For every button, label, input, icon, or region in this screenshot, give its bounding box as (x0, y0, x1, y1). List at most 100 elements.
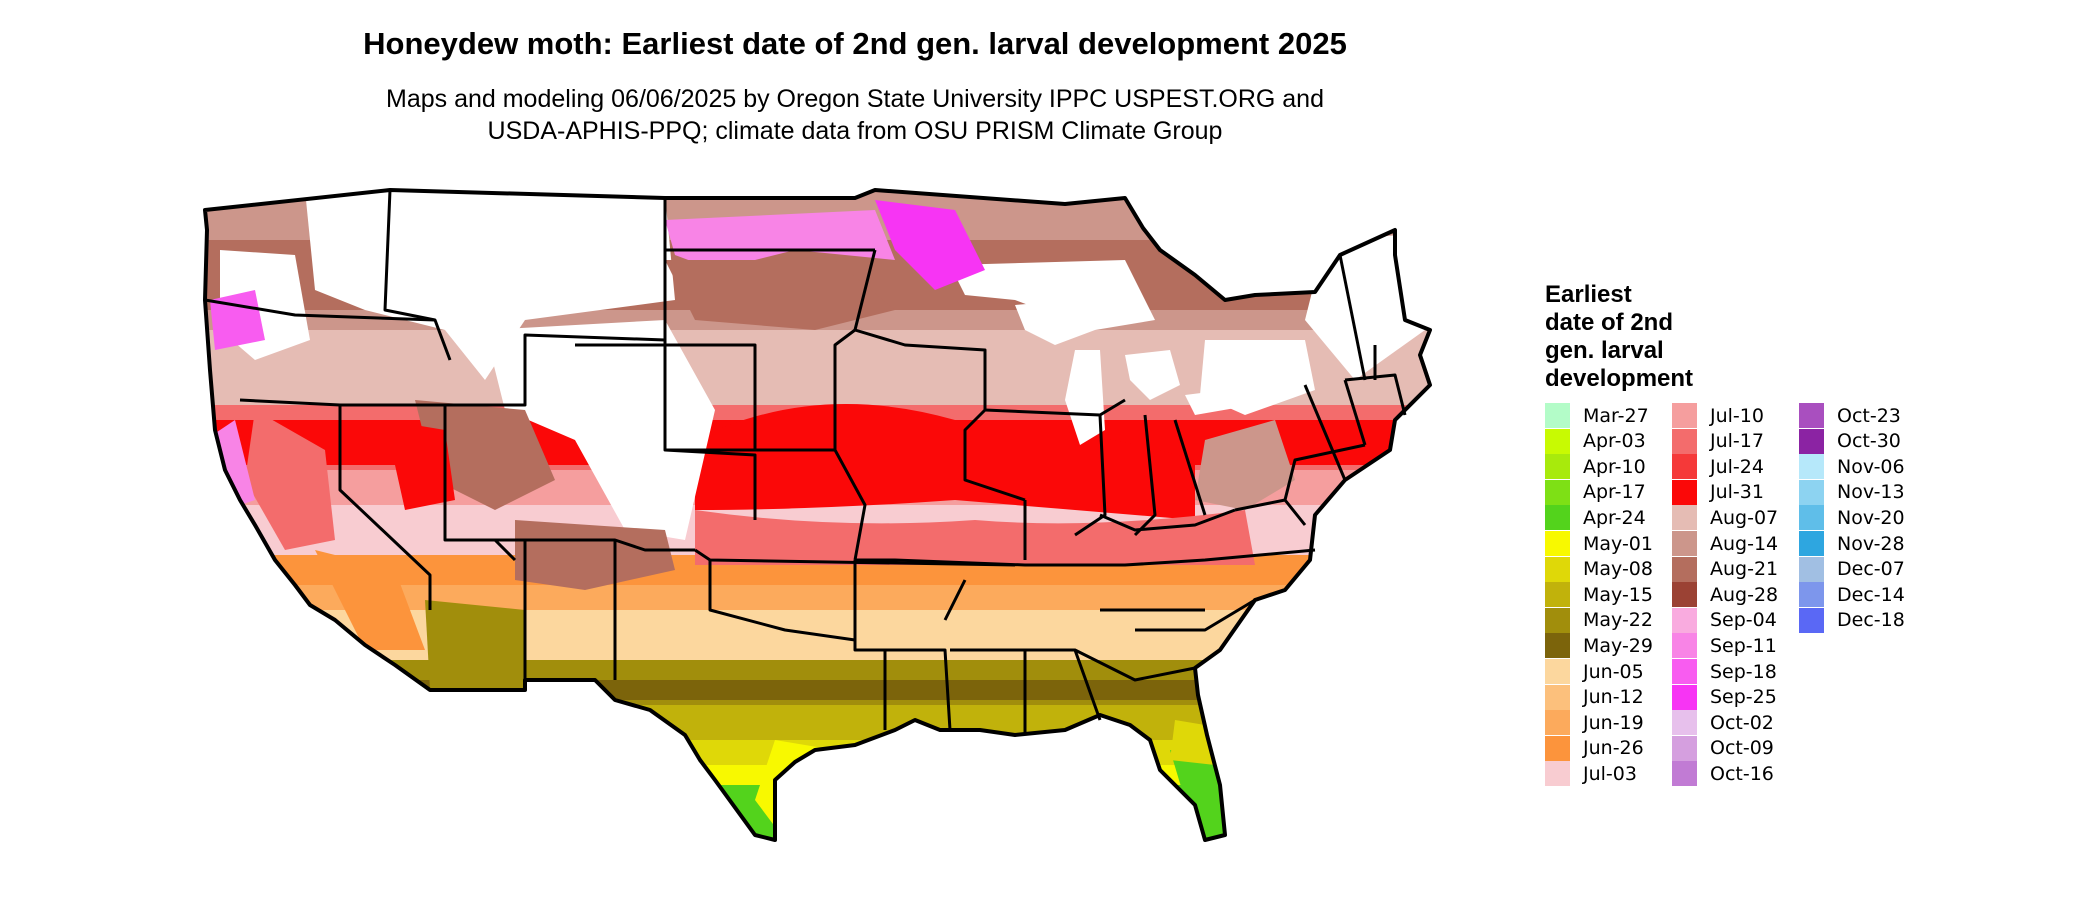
state-border (1173, 419, 1207, 516)
legend-swatch (1545, 710, 1570, 736)
state-border (239, 333, 666, 407)
legend-swatch (1672, 556, 1697, 582)
legend-swatch (1799, 505, 1824, 531)
legend-swatch (1545, 454, 1570, 480)
legend-label: Dec-07 (1837, 558, 1905, 581)
legend-item: Nov-13 (1799, 479, 1905, 505)
legend-label: Oct-09 (1710, 737, 1774, 760)
legend-item: Apr-24 (1545, 505, 1646, 531)
legend-swatch (1799, 403, 1824, 428)
legend-label: Jul-03 (1583, 762, 1637, 785)
map-band (205, 785, 1430, 840)
state-border (1135, 598, 1256, 632)
state-border (708, 560, 856, 642)
state-border (963, 408, 1026, 502)
state-border (853, 560, 887, 730)
legend-swatch (1545, 531, 1570, 556)
map-region (665, 260, 895, 330)
legend-swatch (1672, 531, 1697, 556)
legend-item: Jun-19 (1545, 710, 1644, 736)
legend-swatch (1545, 633, 1570, 659)
legend-item: Aug-14 (1672, 531, 1778, 556)
map-region (210, 290, 265, 350)
legend-label: Oct-30 (1837, 430, 1901, 453)
legend-swatch (1672, 735, 1697, 761)
legend-swatch (1672, 710, 1697, 736)
legend-label: Jul-24 (1710, 455, 1764, 478)
legend-item: May-29 (1545, 633, 1653, 659)
legend-swatch (1799, 556, 1824, 582)
legend-swatch (1672, 761, 1697, 787)
legend-title: Earliest date of 2nd gen. larval develop… (1545, 281, 1745, 393)
legend-item: May-01 (1545, 531, 1653, 556)
legend-label: May-22 (1583, 609, 1653, 632)
map-band (205, 680, 1430, 700)
map-band (205, 765, 1430, 805)
legend-label: Apr-17 (1583, 481, 1646, 504)
map-region (385, 420, 455, 510)
legend-swatch (1545, 761, 1570, 787)
legend-swatch (1799, 531, 1824, 556)
legend-item: Dec-14 (1799, 582, 1905, 608)
map-band (205, 705, 1430, 755)
legend-label: Nov-20 (1837, 506, 1905, 529)
legend-item: Sep-04 (1672, 607, 1777, 633)
legend-swatch (1545, 684, 1570, 710)
state-border (1343, 379, 1367, 446)
map-lake (1185, 385, 1270, 415)
state-border (1074, 648, 1196, 682)
legend-swatch (1545, 735, 1570, 761)
legend-item: Sep-18 (1672, 659, 1777, 684)
legend-swatch (1799, 454, 1824, 480)
map-subtitle-line-2: USDA-APHIS-PPQ; climate data from OSU PR… (487, 117, 1223, 145)
legend-label: Oct-23 (1837, 404, 1901, 427)
legend-swatch (1545, 556, 1570, 582)
legend-swatch (1672, 428, 1697, 454)
legend-swatch (1799, 582, 1824, 608)
legend-item: Jul-03 (1545, 761, 1637, 787)
state-border (383, 189, 452, 361)
legend-item: Apr-17 (1545, 479, 1646, 505)
map-no-data-region (305, 190, 675, 380)
map-title: Honeydew moth: Earliest date of 2nd gen.… (363, 26, 1347, 61)
legend-label: Apr-10 (1583, 455, 1646, 478)
map-region (665, 210, 895, 270)
legend-label: Sep-04 (1710, 609, 1777, 632)
legend-label: Nov-06 (1837, 455, 1905, 478)
legend-label: Jul-10 (1710, 404, 1764, 427)
legend-label: Oct-16 (1710, 762, 1774, 785)
legend-label: Dec-14 (1837, 583, 1905, 606)
legend-label: Aug-21 (1710, 558, 1779, 581)
map-region (695, 404, 1195, 520)
legend-item: Aug-21 (1672, 556, 1779, 582)
legend-item: May-15 (1545, 582, 1653, 608)
legend-label: May-29 (1583, 634, 1653, 657)
legend-swatch (1545, 428, 1570, 454)
legend-label: Jun-05 (1583, 660, 1644, 683)
legend-swatch (1672, 454, 1697, 480)
legend-swatch (1545, 403, 1570, 428)
legend-swatch (1799, 479, 1824, 505)
legend-swatch (1545, 607, 1570, 633)
legend-label: Dec-18 (1837, 609, 1905, 632)
legend-item: Sep-11 (1672, 633, 1777, 659)
state-border (204, 298, 436, 322)
map-band (205, 610, 1430, 670)
legend-swatch (1672, 479, 1697, 505)
legend-item: Mar-27 (1545, 403, 1649, 428)
state-border (1338, 254, 1367, 381)
map-lake (1125, 350, 1180, 400)
legend-item: Jun-26 (1545, 735, 1644, 761)
legend-swatch (1672, 607, 1697, 633)
map-no-data-region (950, 260, 1155, 330)
legend-item: Jul-17 (1672, 428, 1764, 454)
state-border (665, 448, 867, 561)
legend-label: Sep-18 (1710, 660, 1777, 683)
legend-swatch (1545, 582, 1570, 608)
legend-swatch (1799, 607, 1824, 633)
state-border (1303, 384, 1347, 481)
map-no-data-region (485, 320, 715, 540)
legend-item: Jul-31 (1672, 479, 1764, 505)
legend-label: Jun-26 (1583, 737, 1644, 760)
legend-swatch (1672, 505, 1697, 531)
